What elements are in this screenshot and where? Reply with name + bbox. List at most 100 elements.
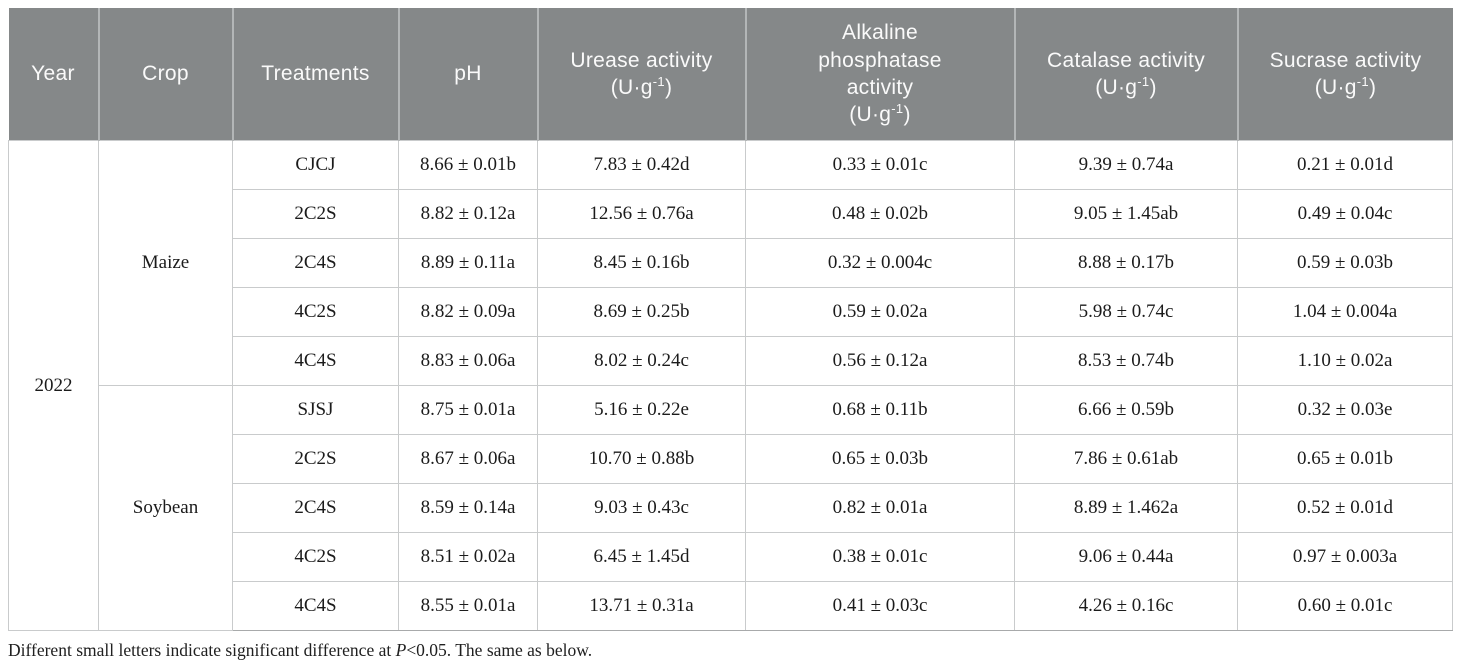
col-header-ph: pH <box>397 8 538 141</box>
col-header-urease-unit: (U·g-1) <box>610 74 673 99</box>
col-header-year-label: Year <box>31 62 75 86</box>
sucrase-cell: 0.21 ± 0.01d <box>1237 140 1453 190</box>
urease-cell: 8.02 ± 0.24c <box>537 336 746 386</box>
col-header-urease: Urease activity (U·g-1) <box>536 8 746 141</box>
alkaline-phosphatase-cell: 0.41 ± 0.03c <box>745 581 1015 631</box>
col-header-treatments-label: Treatments <box>261 62 370 86</box>
urease-cell: 7.83 ± 0.42d <box>537 140 746 190</box>
treatment-cell: 2C2S <box>232 189 399 239</box>
catalase-cell: 9.39 ± 0.74a <box>1014 140 1238 190</box>
catalase-cell: 9.05 ± 1.45ab <box>1014 189 1238 239</box>
soil-enzyme-activity-table: Year Crop Treatments pH Urease activity … <box>8 8 1453 631</box>
ph-cell: 8.83 ± 0.06a <box>398 336 538 386</box>
table-row: 2C4S 8.59 ± 0.14a 9.03 ± 0.43c 0.82 ± 0.… <box>9 483 1453 533</box>
treatment-cell: 4C2S <box>232 532 399 582</box>
ph-cell: 8.82 ± 0.09a <box>398 287 538 337</box>
sucrase-cell: 0.65 ± 0.01b <box>1237 434 1453 484</box>
table-row: 4C4S 8.83 ± 0.06a 8.02 ± 0.24c 0.56 ± 0.… <box>9 336 1453 386</box>
treatment-cell: 2C2S <box>232 434 399 484</box>
urease-cell: 8.69 ± 0.25b <box>537 287 746 337</box>
catalase-cell: 7.86 ± 0.61ab <box>1014 434 1238 484</box>
crop-cell-maize: Maize <box>98 140 233 386</box>
col-header-sucrase-label: Sucrase activity <box>1269 48 1422 72</box>
catalase-cell: 5.98 ± 0.74c <box>1014 287 1238 337</box>
col-header-alkaline-phosphatase: Alkaline phosphatase activity (U·g-1) <box>744 8 1015 141</box>
treatment-cell: SJSJ <box>232 385 399 435</box>
col-header-crop-label: Crop <box>142 62 189 86</box>
treatment-cell: 2C4S <box>232 483 399 533</box>
ph-cell: 8.75 ± 0.01a <box>398 385 538 435</box>
sucrase-cell: 0.59 ± 0.03b <box>1237 238 1453 288</box>
header-row: Year Crop Treatments pH Urease activity … <box>8 8 1453 141</box>
urease-cell: 13.71 ± 0.31a <box>537 581 746 631</box>
year-cell: 2022 <box>8 140 99 631</box>
col-header-catalase-label: Catalase activity <box>1047 48 1205 72</box>
table-header: Year Crop Treatments pH Urease activity … <box>8 8 1453 141</box>
table-row: 2C2S 8.67 ± 0.06a 10.70 ± 0.88b 0.65 ± 0… <box>9 434 1453 484</box>
footnote-text-before: Different small letters indicate signifi… <box>8 640 396 660</box>
ph-cell: 8.55 ± 0.01a <box>398 581 538 631</box>
sucrase-cell: 0.97 ± 0.003a <box>1237 532 1453 582</box>
urease-cell: 5.16 ± 0.22e <box>537 385 746 435</box>
table-row: 2C2S 8.82 ± 0.12a 12.56 ± 0.76a 0.48 ± 0… <box>9 189 1453 239</box>
table-row: Soybean SJSJ 8.75 ± 0.01a 5.16 ± 0.22e 0… <box>9 385 1453 631</box>
ph-cell: 8.66 ± 0.01b <box>398 140 538 190</box>
table-row: 4C2S 8.51 ± 0.02a 6.45 ± 1.45d 0.38 ± 0.… <box>9 532 1453 582</box>
treatment-cell: 4C4S <box>232 581 399 631</box>
treatment-cell: 4C2S <box>232 287 399 337</box>
urease-cell: 12.56 ± 0.76a <box>537 189 746 239</box>
sucrase-cell: 1.10 ± 0.02a <box>1237 336 1453 386</box>
table-row: 2C4S 8.89 ± 0.11a 8.45 ± 0.16b 0.32 ± 0.… <box>9 238 1453 288</box>
col-header-urease-label: Urease activity <box>570 48 713 72</box>
col-header-sucrase: Sucrase activity (U·g-1) <box>1236 8 1453 141</box>
table-row: 4C4S 8.55 ± 0.01a 13.71 ± 0.31a 0.41 ± 0… <box>9 581 1453 631</box>
col-header-sucrase-unit: (U·g-1) <box>1314 74 1377 99</box>
sucrase-cell: 0.60 ± 0.01c <box>1237 581 1453 631</box>
ph-cell: 8.82 ± 0.12a <box>398 189 538 239</box>
treatment-cell: 2C4S <box>232 238 399 288</box>
alkaline-phosphatase-cell: 0.38 ± 0.01c <box>745 532 1015 582</box>
ph-cell: 8.67 ± 0.06a <box>398 434 538 484</box>
alkaline-phosphatase-cell: 0.56 ± 0.12a <box>745 336 1015 386</box>
col-header-crop: Crop <box>97 8 233 141</box>
col-header-treatments: Treatments <box>231 8 399 141</box>
urease-cell: 10.70 ± 0.88b <box>537 434 746 484</box>
urease-cell: 9.03 ± 0.43c <box>537 483 746 533</box>
ph-cell: 8.51 ± 0.02a <box>398 532 538 582</box>
table-footnote: Different small letters indicate signifi… <box>8 640 1452 661</box>
catalase-cell: 8.53 ± 0.74b <box>1014 336 1238 386</box>
col-header-alkaline-phosphatase-unit: (U·g-1) <box>849 101 911 127</box>
catalase-cell: 8.89 ± 1.462a <box>1014 483 1238 533</box>
catalase-cell: 9.06 ± 0.44a <box>1014 532 1238 582</box>
table-body: 2022 Maize CJCJ 8.66 ± 0.01b 7.83 ± 0.42… <box>8 140 1453 631</box>
treatment-cell: CJCJ <box>232 140 399 190</box>
catalase-cell: 6.66 ± 0.59b <box>1014 385 1238 435</box>
alkaline-phosphatase-cell: 0.59 ± 0.02a <box>745 287 1015 337</box>
col-header-ph-label: pH <box>454 62 482 86</box>
crop-cell-soybean: Soybean <box>98 385 233 631</box>
alkaline-phosphatase-cell: 0.48 ± 0.02b <box>745 189 1015 239</box>
table-row: 2022 Maize CJCJ 8.66 ± 0.01b 7.83 ± 0.42… <box>8 140 1453 631</box>
col-header-year: Year <box>8 8 99 141</box>
ph-cell: 8.59 ± 0.14a <box>398 483 538 533</box>
sucrase-cell: 1.04 ± 0.004a <box>1237 287 1453 337</box>
catalase-cell: 4.26 ± 0.16c <box>1014 581 1238 631</box>
col-header-catalase: Catalase activity (U·g-1) <box>1013 8 1238 141</box>
alkaline-phosphatase-cell: 0.65 ± 0.03b <box>745 434 1015 484</box>
sucrase-cell: 0.32 ± 0.03e <box>1237 385 1453 435</box>
col-header-catalase-unit: (U·g-1) <box>1095 74 1157 99</box>
col-header-alkaline-phosphatase-label: Alkaline phosphatase activity <box>818 21 942 99</box>
urease-cell: 8.45 ± 0.16b <box>537 238 746 288</box>
alkaline-phosphatase-cell: 0.33 ± 0.01c <box>745 140 1015 190</box>
treatment-cell: 4C4S <box>232 336 399 386</box>
alkaline-phosphatase-cell: 0.68 ± 0.11b <box>745 385 1015 435</box>
footnote-p-symbol: P <box>395 640 407 660</box>
sucrase-cell: 0.52 ± 0.01d <box>1237 483 1453 533</box>
table-row: 4C2S 8.82 ± 0.09a 8.69 ± 0.25b 0.59 ± 0.… <box>9 287 1453 337</box>
ph-cell: 8.89 ± 0.11a <box>398 238 538 288</box>
alkaline-phosphatase-cell: 0.32 ± 0.004c <box>745 238 1015 288</box>
urease-cell: 6.45 ± 1.45d <box>537 532 746 582</box>
alkaline-phosphatase-cell: 0.82 ± 0.01a <box>745 483 1015 533</box>
sucrase-cell: 0.49 ± 0.04c <box>1237 189 1453 239</box>
